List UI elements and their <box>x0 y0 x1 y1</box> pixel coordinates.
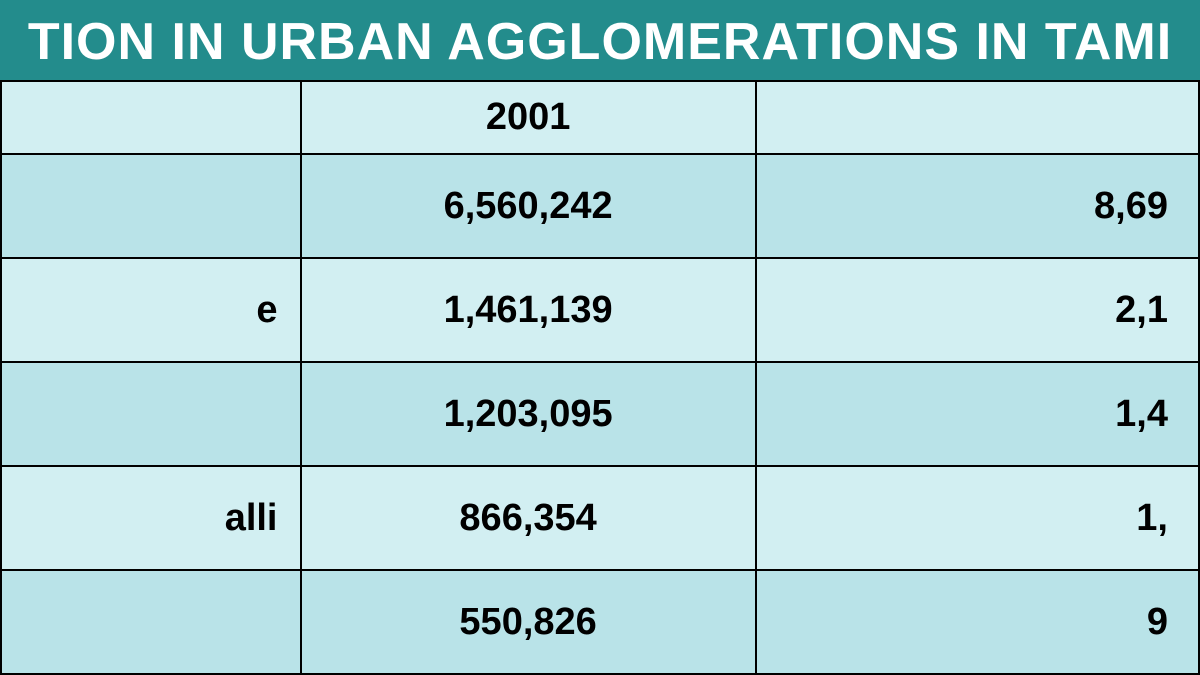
col-header-2001: 2001 <box>301 81 756 154</box>
table-title: TION IN URBAN AGGLOMERATIONS IN TAMI <box>0 0 1200 80</box>
cell-2011: 9 <box>756 570 1199 674</box>
city-label <box>1 154 301 258</box>
cell-2001: 1,461,139 <box>301 258 756 362</box>
cell-2011: 1,4 <box>756 362 1199 466</box>
table-row: alli 866,354 1, <box>1 466 1199 570</box>
table-row: 1,203,095 1,4 <box>1 362 1199 466</box>
cell-2011: 1, <box>756 466 1199 570</box>
city-label: e <box>1 258 301 362</box>
table-row: 550,826 9 <box>1 570 1199 674</box>
table-container: TION IN URBAN AGGLOMERATIONS IN TAMI 200… <box>0 0 1200 675</box>
cell-2011: 8,69 <box>756 154 1199 258</box>
population-table: 2001 6,560,242 8,69 e 1,461,139 2,1 1,2 <box>0 80 1200 675</box>
table-row: e 1,461,139 2,1 <box>1 258 1199 362</box>
city-label <box>1 362 301 466</box>
table-header-row: 2001 <box>1 81 1199 154</box>
cell-2001: 866,354 <box>301 466 756 570</box>
cell-2001: 550,826 <box>301 570 756 674</box>
city-label: alli <box>1 466 301 570</box>
col-header-city <box>1 81 301 154</box>
table-wrap: 2001 6,560,242 8,69 e 1,461,139 2,1 1,2 <box>0 80 1200 675</box>
cell-2011: 2,1 <box>756 258 1199 362</box>
city-label <box>1 570 301 674</box>
cell-2001: 1,203,095 <box>301 362 756 466</box>
col-header-2011 <box>756 81 1199 154</box>
cell-2001: 6,560,242 <box>301 154 756 258</box>
table-row: 6,560,242 8,69 <box>1 154 1199 258</box>
